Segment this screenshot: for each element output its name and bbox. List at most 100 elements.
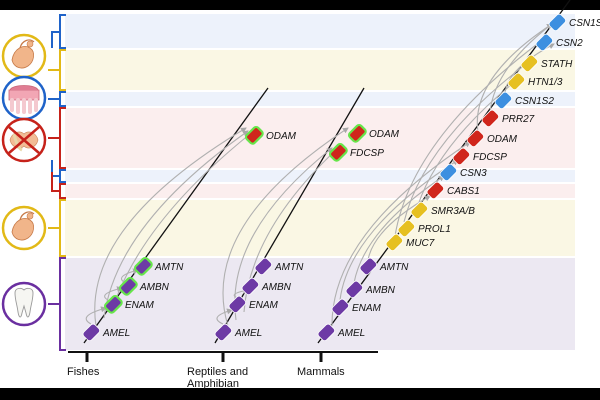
gene-mammals-ambn: AMBN	[345, 280, 396, 299]
gene-label: STATH	[541, 59, 573, 70]
gene-box	[103, 294, 123, 314]
arrow-fishes-6	[120, 268, 139, 283]
arrow-fishes-4	[85, 306, 107, 325]
gene-mammals-cabs1: CABS1	[426, 181, 480, 200]
gene-label: CSN3	[460, 168, 487, 179]
gene-reptiles-fdcsp: FDCSP	[328, 142, 384, 162]
gene-label: ODAM	[266, 131, 297, 142]
gene-box	[520, 54, 539, 73]
band-blue-3	[65, 170, 575, 182]
gene-box	[426, 181, 445, 200]
gene-mammals-muc7: MUC7	[385, 233, 435, 252]
gene-box	[466, 129, 485, 148]
gene-reptiles-odam: ODAM	[347, 123, 400, 143]
gene-mammals-csn1s1: CSN1S1	[548, 13, 600, 32]
gene-box	[328, 142, 348, 162]
gene-label: CSN1S1	[569, 18, 600, 29]
group-brackets	[48, 14, 66, 351]
gene-label: AMBN	[261, 282, 292, 293]
gene-label: ENAM	[352, 303, 382, 314]
gene-box	[535, 33, 554, 52]
band-red-2	[65, 184, 575, 198]
gene-box	[228, 295, 247, 314]
arrow-mammals-2	[339, 159, 459, 301]
gene-mammals-enam: ENAM	[331, 298, 382, 317]
gene-mammals-amel: AMEL	[317, 323, 365, 342]
gene-label: AMBN	[365, 285, 396, 296]
arrow-mammals-9	[489, 17, 561, 113]
gene-mammals-csn1s2: CSN1S2	[494, 91, 554, 110]
arrow-reptiles-4	[216, 308, 233, 325]
gene-fishes-amel: AMEL	[82, 323, 130, 342]
arrow-fishes-5	[104, 286, 123, 301]
gene-box	[331, 298, 350, 317]
gene-box	[507, 72, 526, 91]
gene-box	[410, 201, 429, 220]
connector-red-2	[51, 172, 60, 192]
time-axis: Fishes Reptiles and Amphibian Mammals	[67, 351, 378, 390]
gene-label: AMTN	[274, 262, 304, 273]
axis-label-fishes: Fishes	[67, 366, 100, 378]
gene-box	[385, 233, 404, 252]
gene-reptiles-amel: AMEL	[214, 323, 262, 342]
gene-label: AMEL	[234, 328, 262, 339]
gene-box	[317, 323, 336, 342]
gene-fishes-enam: ENAM	[103, 294, 155, 314]
arrow-mammals-7	[417, 75, 523, 206]
gene-label: AMEL	[102, 328, 130, 339]
gene-box	[548, 13, 567, 32]
gene-label: CABS1	[447, 186, 480, 197]
gene-label: AMBN	[139, 282, 170, 293]
gene-box	[241, 277, 260, 296]
gene-label: CSN2	[556, 38, 583, 49]
gene-label: ODAM	[487, 134, 518, 145]
duplication-arrows	[85, 17, 561, 327]
gene-mammals-stath: STATH	[520, 54, 573, 73]
band-blue-1	[65, 14, 575, 48]
arrow-fishes-2	[103, 130, 249, 319]
gene-label: ENAM	[125, 300, 155, 311]
arrow-reptiles-1	[222, 127, 349, 327]
arrow-fishes-1	[94, 127, 247, 327]
gene-label: FDCSP	[350, 148, 384, 159]
gene-box	[452, 147, 471, 166]
connector-blue-1	[51, 31, 60, 48]
arrow-mammals-6	[403, 57, 535, 223]
gene-label: MUC7	[406, 238, 435, 249]
arrow-mammals-3	[353, 175, 445, 284]
gene-box	[244, 125, 264, 145]
gene-fishes-ambn: AMBN	[118, 276, 170, 296]
crossed-gland-icon	[1, 117, 47, 163]
band-yellow-2	[65, 200, 575, 256]
axis-label-reptiles-line2: Amphibian	[187, 378, 239, 390]
gene-label: AMEL	[337, 328, 365, 339]
gene-box	[439, 163, 458, 182]
gene-label: PROL1	[418, 224, 451, 235]
salivary-gland-icon	[1, 33, 47, 79]
gene-mammals-odam: ODAM	[466, 129, 518, 148]
gene-reptiles-amtn: AMTN	[254, 257, 304, 276]
gene-label: AMTN	[154, 262, 184, 273]
gene-label: ENAM	[249, 300, 279, 311]
gene-box	[82, 323, 101, 342]
gene-box	[133, 256, 153, 276]
gene-box	[481, 109, 500, 128]
gene-box	[214, 323, 233, 342]
gene-box	[397, 219, 416, 238]
gene-mammals-fdcsp: FDCSP	[452, 147, 507, 166]
gene-box	[254, 257, 273, 276]
tooth-icon	[1, 281, 47, 327]
axis-label-reptiles-line1: Reptiles and	[187, 366, 248, 378]
gene-mammals-htn13: HTN1/3	[507, 72, 563, 91]
gene-mammals-csn3: CSN3	[439, 163, 487, 182]
arrow-mammals-8	[476, 23, 553, 133]
gene-mammals-amtn: AMTN	[359, 257, 409, 276]
axis-label-mammals: Mammals	[297, 366, 345, 378]
salivary-gland-icon-2	[1, 205, 47, 251]
gene-reptiles-ambn: AMBN	[241, 277, 292, 296]
gene-label: CSN1S2	[515, 96, 554, 107]
gene-box	[347, 123, 367, 143]
gene-clusters: AMEL ENAM AMBN AMTN ODAM AMEL ENAM AMBN AMTN FDCS…	[82, 13, 600, 342]
